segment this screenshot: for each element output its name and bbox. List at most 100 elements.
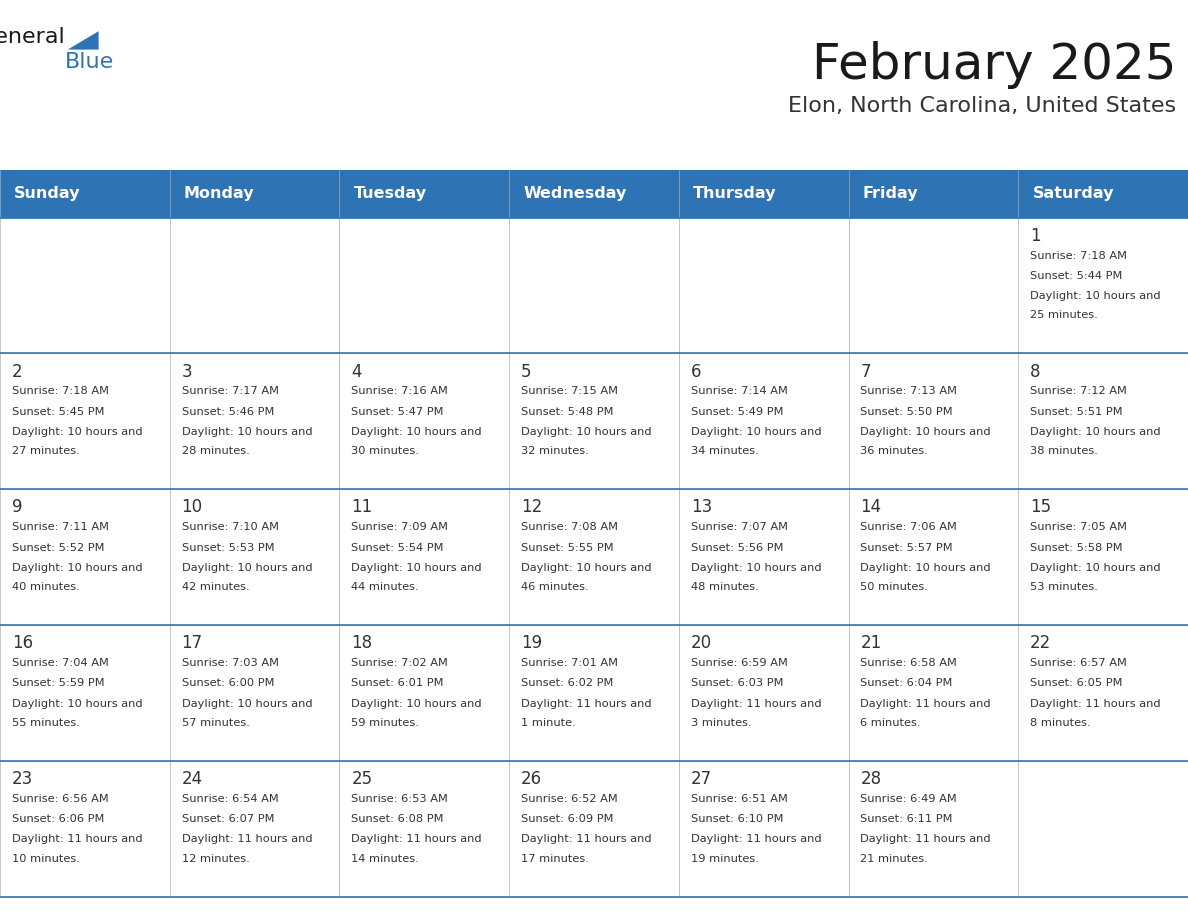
Text: 38 minutes.: 38 minutes. (1030, 446, 1098, 456)
Text: 36 minutes.: 36 minutes. (860, 446, 928, 456)
Text: Daylight: 10 hours and: Daylight: 10 hours and (522, 563, 652, 573)
Text: Sunrise: 7:16 AM: Sunrise: 7:16 AM (352, 386, 448, 397)
Text: 25: 25 (352, 770, 372, 789)
Text: Sunset: 5:56 PM: Sunset: 5:56 PM (690, 543, 783, 553)
Text: 28 minutes.: 28 minutes. (182, 446, 249, 456)
Text: Sunset: 5:49 PM: Sunset: 5:49 PM (690, 407, 783, 417)
Text: Sunrise: 7:10 AM: Sunrise: 7:10 AM (182, 522, 279, 532)
Text: Daylight: 10 hours and: Daylight: 10 hours and (1030, 427, 1161, 437)
Text: Daylight: 10 hours and: Daylight: 10 hours and (860, 563, 991, 573)
Text: 6 minutes.: 6 minutes. (860, 718, 921, 728)
Bar (848, 761, 1018, 897)
Text: 14 minutes.: 14 minutes. (352, 854, 419, 864)
Text: Sunset: 6:00 PM: Sunset: 6:00 PM (182, 678, 274, 688)
Text: Daylight: 11 hours and: Daylight: 11 hours and (522, 699, 652, 709)
Text: Sunrise: 6:58 AM: Sunrise: 6:58 AM (860, 658, 958, 668)
Text: Sunrise: 6:53 AM: Sunrise: 6:53 AM (352, 794, 448, 804)
Text: Blue: Blue (64, 51, 114, 72)
Text: Sunrise: 7:11 AM: Sunrise: 7:11 AM (12, 522, 109, 532)
Text: Daylight: 11 hours and: Daylight: 11 hours and (1030, 699, 1161, 709)
Text: Daylight: 10 hours and: Daylight: 10 hours and (182, 563, 312, 573)
Text: 57 minutes.: 57 minutes. (182, 718, 249, 728)
Text: Thursday: Thursday (693, 186, 777, 201)
Bar (678, 625, 848, 761)
Text: Tuesday: Tuesday (354, 186, 426, 201)
Text: 59 minutes.: 59 minutes. (352, 718, 419, 728)
Text: Daylight: 11 hours and: Daylight: 11 hours and (690, 834, 821, 845)
Text: 28: 28 (860, 770, 881, 789)
Bar (0, 489, 170, 625)
Bar (510, 625, 678, 761)
Bar (170, 353, 340, 489)
Text: 6: 6 (690, 363, 701, 381)
Bar (848, 353, 1018, 489)
Text: 9: 9 (12, 498, 23, 517)
Text: 55 minutes.: 55 minutes. (12, 718, 80, 728)
Bar (0, 218, 170, 353)
Text: Sunrise: 7:07 AM: Sunrise: 7:07 AM (690, 522, 788, 532)
Text: Daylight: 11 hours and: Daylight: 11 hours and (522, 834, 652, 845)
Text: Sunset: 5:44 PM: Sunset: 5:44 PM (1030, 271, 1123, 281)
Bar (848, 625, 1018, 761)
Text: Daylight: 11 hours and: Daylight: 11 hours and (12, 834, 143, 845)
Text: Sunset: 6:09 PM: Sunset: 6:09 PM (522, 814, 613, 824)
Text: Sunset: 6:05 PM: Sunset: 6:05 PM (1030, 678, 1123, 688)
Text: 13: 13 (690, 498, 712, 517)
Text: 7: 7 (860, 363, 871, 381)
Text: Daylight: 10 hours and: Daylight: 10 hours and (12, 427, 143, 437)
Text: 12: 12 (522, 498, 542, 517)
Text: Sunset: 5:46 PM: Sunset: 5:46 PM (182, 407, 274, 417)
Text: Sunset: 5:55 PM: Sunset: 5:55 PM (522, 543, 614, 553)
Text: 48 minutes.: 48 minutes. (690, 582, 758, 592)
Text: Daylight: 10 hours and: Daylight: 10 hours and (522, 427, 652, 437)
Text: Daylight: 11 hours and: Daylight: 11 hours and (860, 834, 991, 845)
Text: 21: 21 (860, 634, 881, 653)
Bar (678, 489, 848, 625)
Text: Daylight: 10 hours and: Daylight: 10 hours and (690, 427, 821, 437)
Text: Sunset: 5:59 PM: Sunset: 5:59 PM (12, 678, 105, 688)
Text: 3: 3 (182, 363, 192, 381)
Text: Sunset: 6:07 PM: Sunset: 6:07 PM (182, 814, 274, 824)
Text: 16: 16 (12, 634, 33, 653)
Bar (170, 218, 340, 353)
Text: Sunrise: 7:14 AM: Sunrise: 7:14 AM (690, 386, 788, 397)
Text: February 2025: February 2025 (811, 41, 1176, 89)
Bar (848, 489, 1018, 625)
Text: 14: 14 (860, 498, 881, 517)
Text: 34 minutes.: 34 minutes. (690, 446, 758, 456)
Text: Sunset: 6:03 PM: Sunset: 6:03 PM (690, 678, 783, 688)
Text: Daylight: 10 hours and: Daylight: 10 hours and (182, 699, 312, 709)
Text: Sunset: 6:11 PM: Sunset: 6:11 PM (860, 814, 953, 824)
Text: Daylight: 10 hours and: Daylight: 10 hours and (690, 563, 821, 573)
Text: 3 minutes.: 3 minutes. (690, 718, 751, 728)
Bar (1018, 353, 1188, 489)
Text: 8: 8 (1030, 363, 1041, 381)
Text: Sunset: 6:04 PM: Sunset: 6:04 PM (860, 678, 953, 688)
Text: 17: 17 (182, 634, 203, 653)
Bar (170, 625, 340, 761)
Text: Daylight: 11 hours and: Daylight: 11 hours and (860, 699, 991, 709)
Bar (510, 218, 678, 353)
Bar (1018, 218, 1188, 353)
Text: Sunrise: 7:08 AM: Sunrise: 7:08 AM (522, 522, 618, 532)
Bar (678, 353, 848, 489)
Text: Sunrise: 7:12 AM: Sunrise: 7:12 AM (1030, 386, 1127, 397)
Text: General: General (0, 27, 65, 47)
Bar (0, 170, 1188, 218)
Bar (510, 489, 678, 625)
Polygon shape (68, 31, 99, 50)
Text: Daylight: 11 hours and: Daylight: 11 hours and (352, 834, 482, 845)
Text: Monday: Monday (184, 186, 254, 201)
Text: Daylight: 11 hours and: Daylight: 11 hours and (690, 699, 821, 709)
Text: 22: 22 (1030, 634, 1051, 653)
Text: Sunrise: 7:17 AM: Sunrise: 7:17 AM (182, 386, 279, 397)
Bar (1018, 625, 1188, 761)
Text: 12 minutes.: 12 minutes. (182, 854, 249, 864)
Text: Sunset: 6:02 PM: Sunset: 6:02 PM (522, 678, 613, 688)
Text: Sunset: 6:06 PM: Sunset: 6:06 PM (12, 814, 105, 824)
Text: Daylight: 10 hours and: Daylight: 10 hours and (182, 427, 312, 437)
Text: 20: 20 (690, 634, 712, 653)
Text: Wednesday: Wednesday (524, 186, 627, 201)
Text: Daylight: 10 hours and: Daylight: 10 hours and (12, 563, 143, 573)
Text: 27 minutes.: 27 minutes. (12, 446, 80, 456)
